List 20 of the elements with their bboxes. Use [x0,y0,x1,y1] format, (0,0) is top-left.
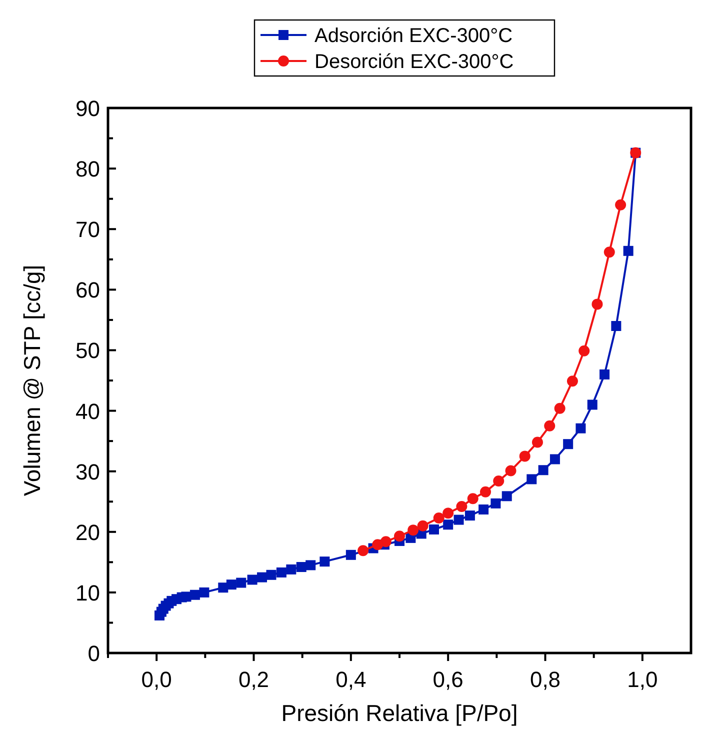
y-tick-label: 80 [76,156,100,182]
x-tick-label: 0,2 [238,667,270,692]
y-tick-label: 0 [88,641,100,666]
y-tick-label: 20 [76,520,100,545]
x-tick-label: 0,6 [432,667,464,692]
x-tick-label: 0,8 [530,667,561,692]
x-tick-label: 0,0 [141,667,172,692]
y-tick-label: 30 [76,459,100,484]
y-tick-label: 10 [76,580,100,606]
x-tick-label: 1,0 [627,667,658,692]
y-tick-label: 60 [76,278,100,303]
y-tick-label: 50 [76,338,100,364]
y-tick-label: 90 [76,96,100,121]
y-tick-label: 70 [76,217,100,242]
legend-label: Desorción EXC-300°C [314,51,514,73]
legend-label: Adsorción EXC-300°C [314,25,513,47]
y-axis-title: Volumen @ STP [cc/g] [19,264,45,496]
x-tick-label: 0,4 [336,667,366,692]
y-tick-label: 40 [76,398,100,424]
x-axis-title: Presión Relativa [P/Po] [281,700,518,726]
